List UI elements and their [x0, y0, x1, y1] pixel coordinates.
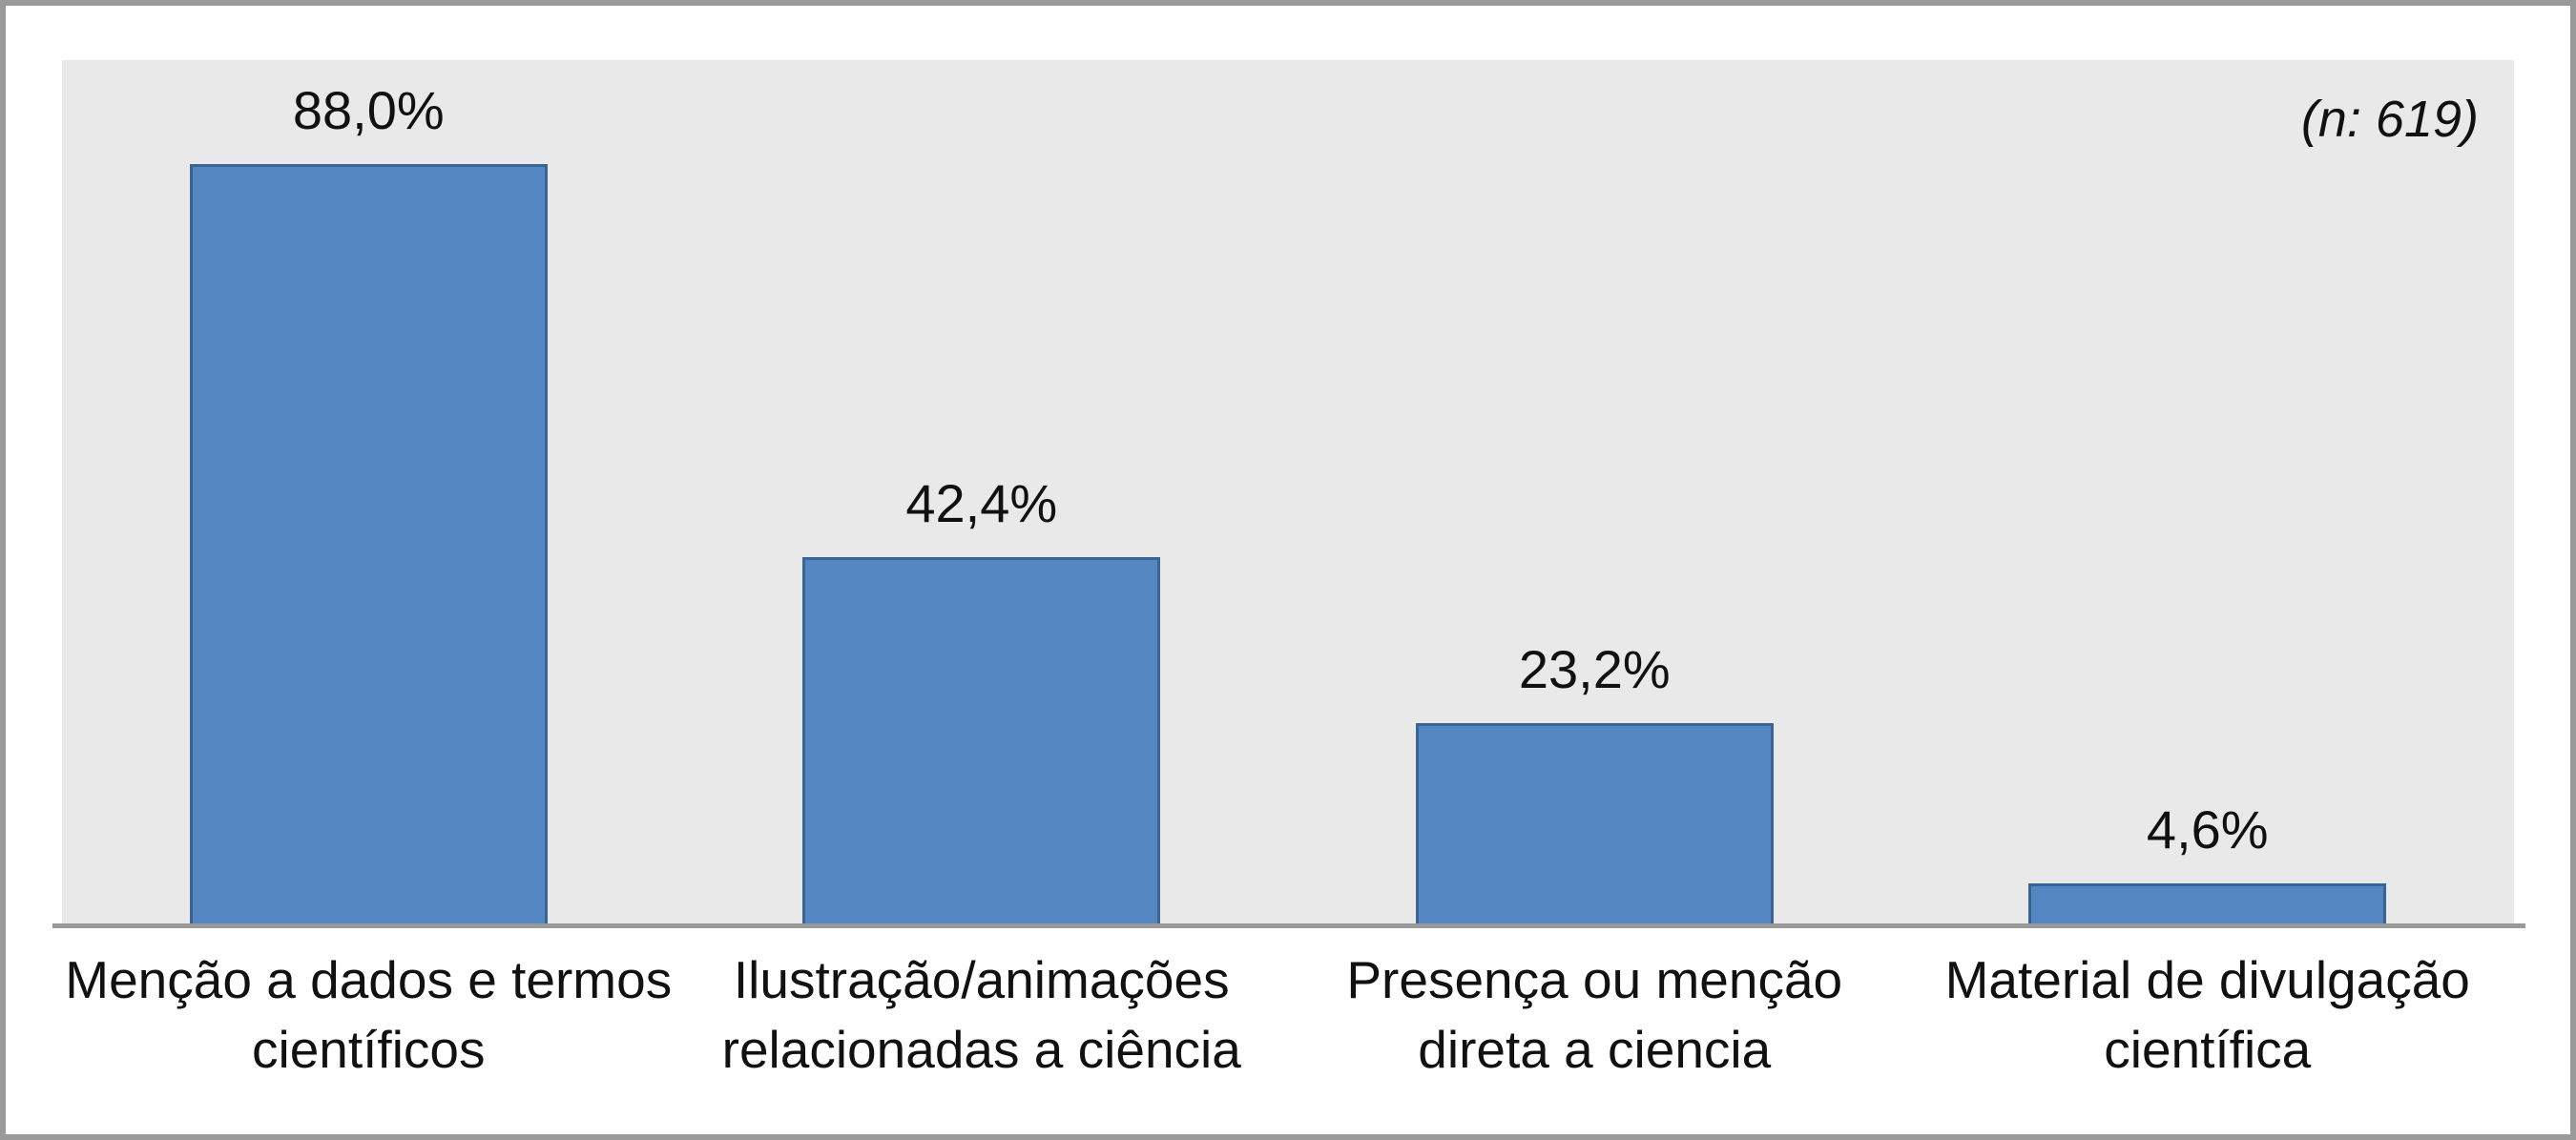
bar-value-label: 42,4%: [905, 473, 1058, 534]
category-label: Presença ou menção direta a ciencia: [1346, 950, 1843, 1079]
x-axis-line: [52, 923, 2525, 928]
category-axis-labels: Menção a dados e termos científicos Ilust…: [62, 945, 2514, 1085]
bar-value-label: 23,2%: [1518, 639, 1671, 700]
bar-slot: 42,4%: [675, 60, 1289, 923]
category-label: Material de divulgação científica: [1944, 950, 2470, 1079]
sample-size-annotation: (n: 619): [2300, 91, 2479, 148]
bar: [1415, 723, 1774, 923]
bar-value-label: 88,0%: [292, 79, 445, 140]
bar: [802, 557, 1161, 923]
category-label: Ilustração/animações relacionadas a ciên…: [721, 950, 1241, 1079]
bar-slot: 88,0%: [62, 60, 675, 923]
chart-canvas: 88,0% 42,4% 23,2% 4,6% (n: 619) Menção a da…: [6, 6, 2570, 1134]
plot-area: 88,0% 42,4% 23,2% 4,6%: [62, 60, 2514, 923]
category-label: Menção a dados e termos científicos: [65, 950, 673, 1079]
bar-slot: 23,2%: [1288, 60, 1901, 923]
bar-slot: 4,6%: [1901, 60, 2515, 923]
bar: [2028, 883, 2387, 923]
bar: [189, 163, 548, 923]
bar-value-label: 4,6%: [2146, 799, 2269, 860]
